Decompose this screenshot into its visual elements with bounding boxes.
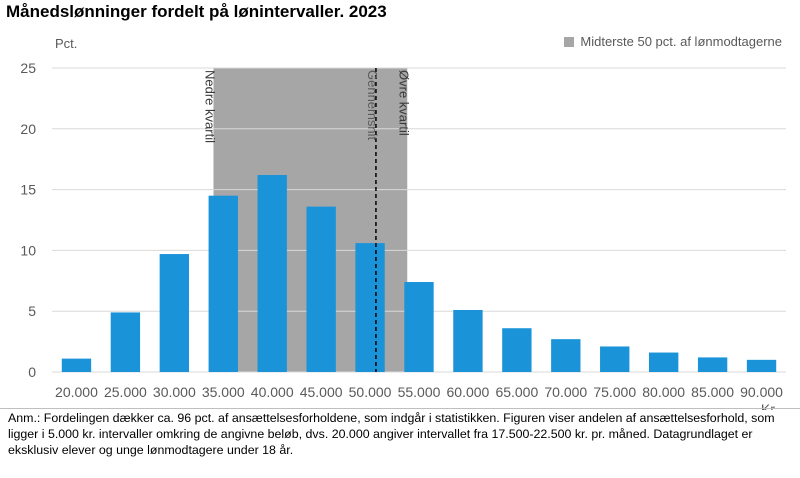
legend-swatch <box>564 36 575 47</box>
x-tick-label: 80.000 <box>642 384 685 400</box>
x-tick-label: 45.000 <box>300 384 343 400</box>
legend-label: Midterste 50 pct. af lønmodtagerne <box>580 34 782 49</box>
x-tick-label: 75.000 <box>593 384 636 400</box>
x-tick-label: 85.000 <box>691 384 734 400</box>
bar-45000 <box>306 206 336 372</box>
chart-title: Månedslønninger fordelt på lønintervalle… <box>6 2 387 21</box>
x-tick-label: 50.000 <box>349 384 392 400</box>
bar-35000 <box>208 195 238 372</box>
bar-85000 <box>697 357 728 372</box>
annotation-gennemsnit: Gennemsnit <box>365 70 380 140</box>
y-tick-label: 5 <box>28 303 36 319</box>
y-tick-label: 25 <box>20 60 36 76</box>
x-tick-label: 40.000 <box>251 384 294 400</box>
y-tick-label: 10 <box>20 242 36 258</box>
x-tick-label: 25.000 <box>104 384 147 400</box>
x-axis-unit-label: Kr. <box>761 401 778 410</box>
x-tick-label: 35.000 <box>202 384 245 400</box>
x-tick-label: 60.000 <box>447 384 490 400</box>
annotation-øvre-kvartil: Øvre kvartil <box>396 70 411 136</box>
y-tick-label: 0 <box>28 364 36 380</box>
bar-20000 <box>61 358 92 372</box>
note-divider <box>0 408 800 409</box>
x-tick-label: 70.000 <box>544 384 587 400</box>
legend: Midterste 50 pct. af lønmodtagerne <box>564 34 782 49</box>
x-tick-label: 55.000 <box>398 384 441 400</box>
bar-60000 <box>453 309 483 372</box>
bar-75000 <box>600 346 630 372</box>
x-tick-label: 65.000 <box>495 384 538 400</box>
bar-65000 <box>502 328 532 372</box>
annotation-nedre-kvartil: Nedre kvartil <box>202 70 217 143</box>
bar-40000 <box>257 175 287 372</box>
bar-25000 <box>110 312 141 372</box>
bar-55000 <box>404 282 434 372</box>
bar-80000 <box>648 352 679 372</box>
bar-90000 <box>746 359 777 372</box>
x-tick-label: 90.000 <box>740 384 783 400</box>
footnote: Anm.: Fordelingen dækker ca. 96 pct. af … <box>8 411 775 457</box>
y-tick-label: 20 <box>20 121 36 137</box>
bar-chart: 0 5 10 15 20 25 20.000 25.000 30.000 35.000 40.000… <box>20 60 786 410</box>
y-axis-label: Pct. <box>55 36 78 51</box>
bar-70000 <box>551 339 581 372</box>
y-tick-label: 15 <box>20 182 36 198</box>
x-tick-label: 20.000 <box>55 384 98 400</box>
bar-50000 <box>355 243 385 372</box>
x-tick-label: 30.000 <box>153 384 196 400</box>
bar-30000 <box>159 254 190 372</box>
